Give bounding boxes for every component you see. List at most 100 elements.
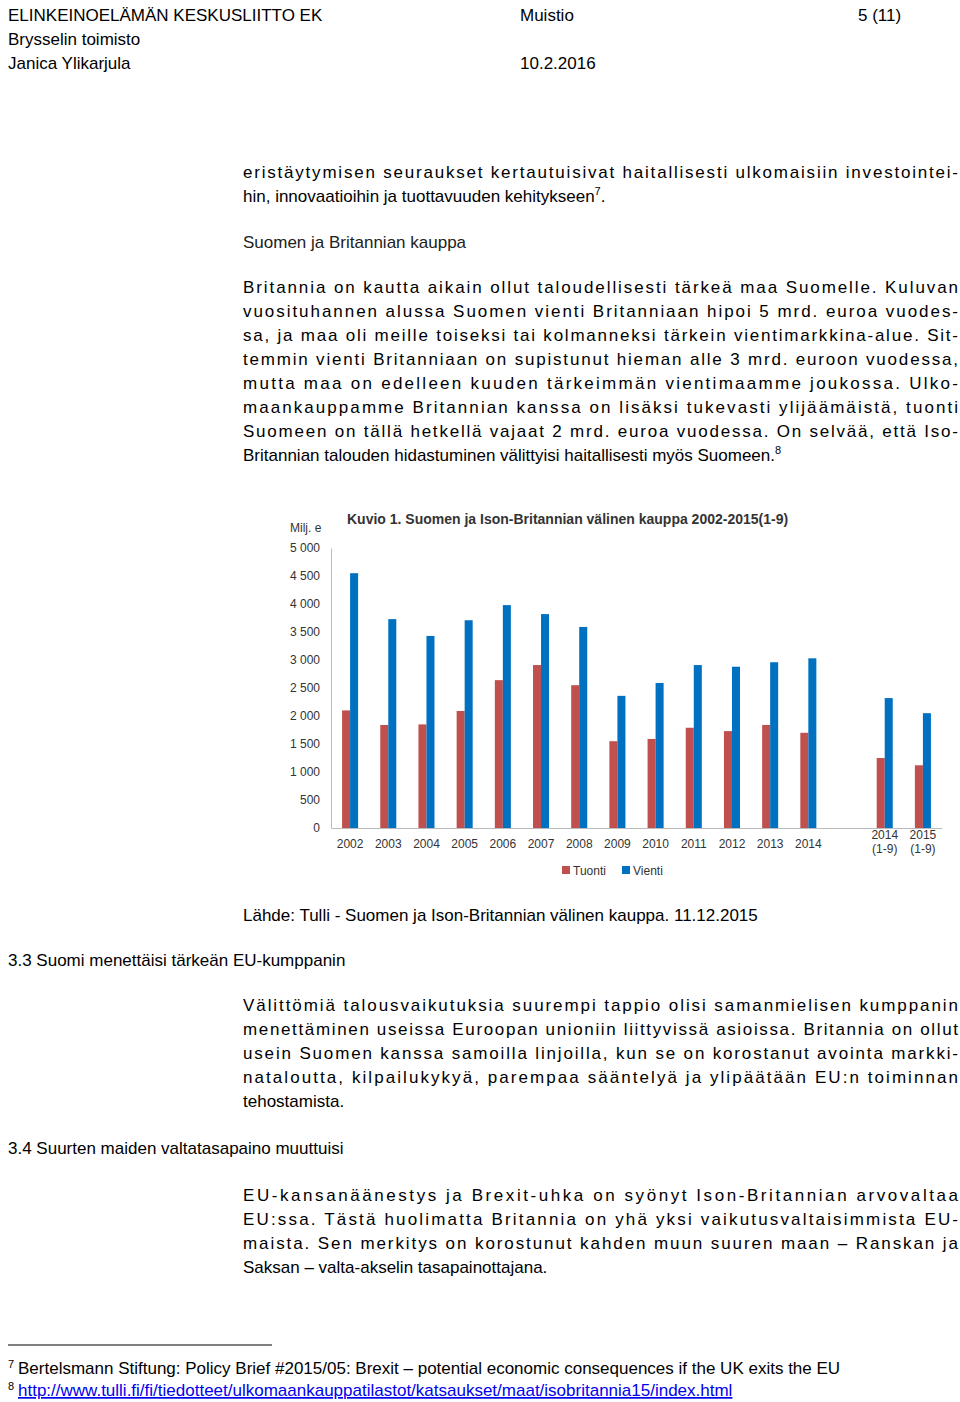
x-tick: 2005 — [451, 828, 478, 851]
x-tick-label-part: (1-9) — [910, 842, 935, 856]
x-tick-label: 2002 — [337, 837, 364, 851]
x-tick-label: 2014(1-9) — [871, 828, 898, 856]
bar — [457, 711, 465, 828]
bar — [465, 620, 473, 828]
y-tick: 4 500 — [290, 569, 331, 583]
legend-swatch — [562, 866, 570, 874]
page-number: 5 (11) — [858, 6, 901, 25]
x-tick: 2012 — [719, 828, 746, 851]
line-tail: . — [601, 187, 606, 206]
body-line: nataloutta, kilpailukykyä, parempaa sään… — [243, 1068, 958, 1087]
bar — [885, 698, 893, 828]
x-tick-label: 2004 — [413, 837, 440, 851]
footnote-text: Bertelsmann Stiftung: Policy Brief #2015… — [18, 1359, 840, 1378]
bar — [800, 733, 808, 828]
legend: Tuonti Vienti — [562, 864, 663, 878]
y-tick-label: 2 500 — [290, 681, 320, 695]
y-tick-label: 3 500 — [290, 625, 320, 639]
body-line: hin, innovaatioihin ja tuottavuuden kehi… — [243, 185, 605, 206]
x-tick-label: 2009 — [604, 837, 631, 851]
bar — [648, 739, 656, 828]
y-tick-label: 3 000 — [290, 653, 320, 667]
x-tick: 2004 — [413, 828, 440, 851]
bar — [388, 619, 396, 828]
y-tick: 5 000 — [290, 541, 331, 555]
legend-label: Tuonti — [573, 864, 606, 878]
y-tick: 1 500 — [290, 737, 331, 751]
y-tick-label: 500 — [300, 793, 320, 807]
body-line: Britannian talouden hidastuminen välitty… — [243, 444, 781, 465]
bar — [495, 680, 503, 828]
y-tick-label: 4 500 — [290, 569, 320, 583]
y-tick-label: 2 000 — [290, 709, 320, 723]
figure-source: Lähde: Tulli - Suomen ja Ison-Britannian… — [243, 906, 758, 925]
footnote-link[interactable]: http://www.tulli.fi/fi/tiedotteet/ulkoma… — [18, 1381, 732, 1400]
bar — [923, 713, 931, 828]
bar — [617, 696, 625, 828]
body-line: eristäytymisen seuraukset kertautuisivat… — [243, 163, 958, 182]
section-heading: 3.3 Suomi menettäisi tärkeän EU-kumppani… — [8, 951, 345, 970]
bar — [426, 636, 434, 828]
x-tick-label-part: 2015 — [910, 828, 937, 842]
x-tick-label: 2005 — [451, 837, 478, 851]
body-line: Saksan – valta-akselin tasapainottajana. — [243, 1258, 547, 1277]
footnote-number: 8 — [8, 1380, 14, 1392]
y-tick-label: 4 000 — [290, 597, 320, 611]
x-tick-label: 2011 — [681, 837, 707, 851]
bar — [686, 728, 694, 828]
section-heading: 3.4 Suurten maiden valtatasapaino muuttu… — [8, 1139, 343, 1158]
subheading: Suomen ja Britannian kauppa — [243, 233, 467, 252]
bar — [732, 667, 740, 828]
author: Janica Ylikarjula — [8, 54, 131, 73]
x-tick-label-part: (1-9) — [872, 842, 897, 856]
bar — [380, 725, 388, 828]
y-tick: 3 500 — [290, 625, 331, 639]
bar-series — [350, 573, 931, 828]
x-tick-label-part: 2014 — [871, 828, 898, 842]
body-line: tehostamista. — [243, 1092, 344, 1111]
x-tick: 2014 — [795, 828, 822, 851]
bar — [808, 658, 816, 828]
y-tick: 0 — [313, 821, 331, 835]
x-tick-label: 2013 — [757, 837, 784, 851]
body-line: EU:ssa. Tästä huolimatta Britannia on yh… — [243, 1210, 958, 1229]
x-tick: 2003 — [375, 828, 402, 851]
bar — [503, 605, 511, 828]
body-line: temmin vienti Britanniaan on supistunut … — [243, 350, 958, 369]
x-tick-label: 2015(1-9) — [910, 828, 937, 856]
bar — [579, 627, 587, 828]
x-tick: 2013 — [757, 828, 784, 851]
bar — [762, 725, 770, 828]
bar — [656, 683, 664, 828]
y-tick-label: 1 500 — [290, 737, 320, 751]
y-axis-label: Milj. e — [290, 521, 322, 535]
legend-label: Vienti — [633, 864, 663, 878]
bar — [609, 741, 617, 828]
body-line: mutta maa on edelleen kuuden tärkeimmän … — [243, 374, 958, 393]
x-tick: 2011 — [681, 828, 707, 851]
body-line: sa, ja maa oli meille toiseksi tai kolma… — [243, 326, 958, 345]
x-tick-label: 2008 — [566, 837, 593, 851]
bar — [418, 724, 426, 828]
chart-title: Kuvio 1. Suomen ja Ison-Britannian välin… — [347, 511, 788, 527]
y-tick-label: 1 000 — [290, 765, 320, 779]
body-line: Suomeen on tällä hetkellä vajaat 2 mrd. … — [243, 422, 958, 441]
office: Brysselin toimisto — [8, 30, 140, 49]
x-tick: 2008 — [566, 828, 593, 851]
body-line: maista. Sen merkitys on korostunut kahde… — [243, 1234, 959, 1253]
x-tick-label: 2014 — [795, 837, 822, 851]
body-line: EU-kansanäänestys ja Brexit-uhka on syön… — [243, 1186, 959, 1205]
footnote-rule — [8, 1345, 272, 1346]
x-tick-label: 2010 — [642, 837, 669, 851]
bar — [533, 665, 541, 828]
x-axis-line — [332, 828, 943, 829]
y-axis-line — [331, 549, 332, 829]
footnote-ref: 8 — [775, 444, 781, 456]
date: 10.2.2016 — [520, 54, 596, 73]
page: ELINKEINOELÄMÄN KESKUSLIITTO EKMuistio5 … — [0, 0, 960, 1402]
y-tick-label: 0 — [313, 821, 320, 835]
chart: Kuvio 1. Suomen ja Ison-Britannian välin… — [290, 511, 943, 878]
line-text: Britannian talouden hidastuminen välitty… — [243, 446, 775, 465]
body-line: maankauppamme Britannian kanssa on lisäk… — [243, 398, 958, 417]
bar — [342, 710, 350, 828]
